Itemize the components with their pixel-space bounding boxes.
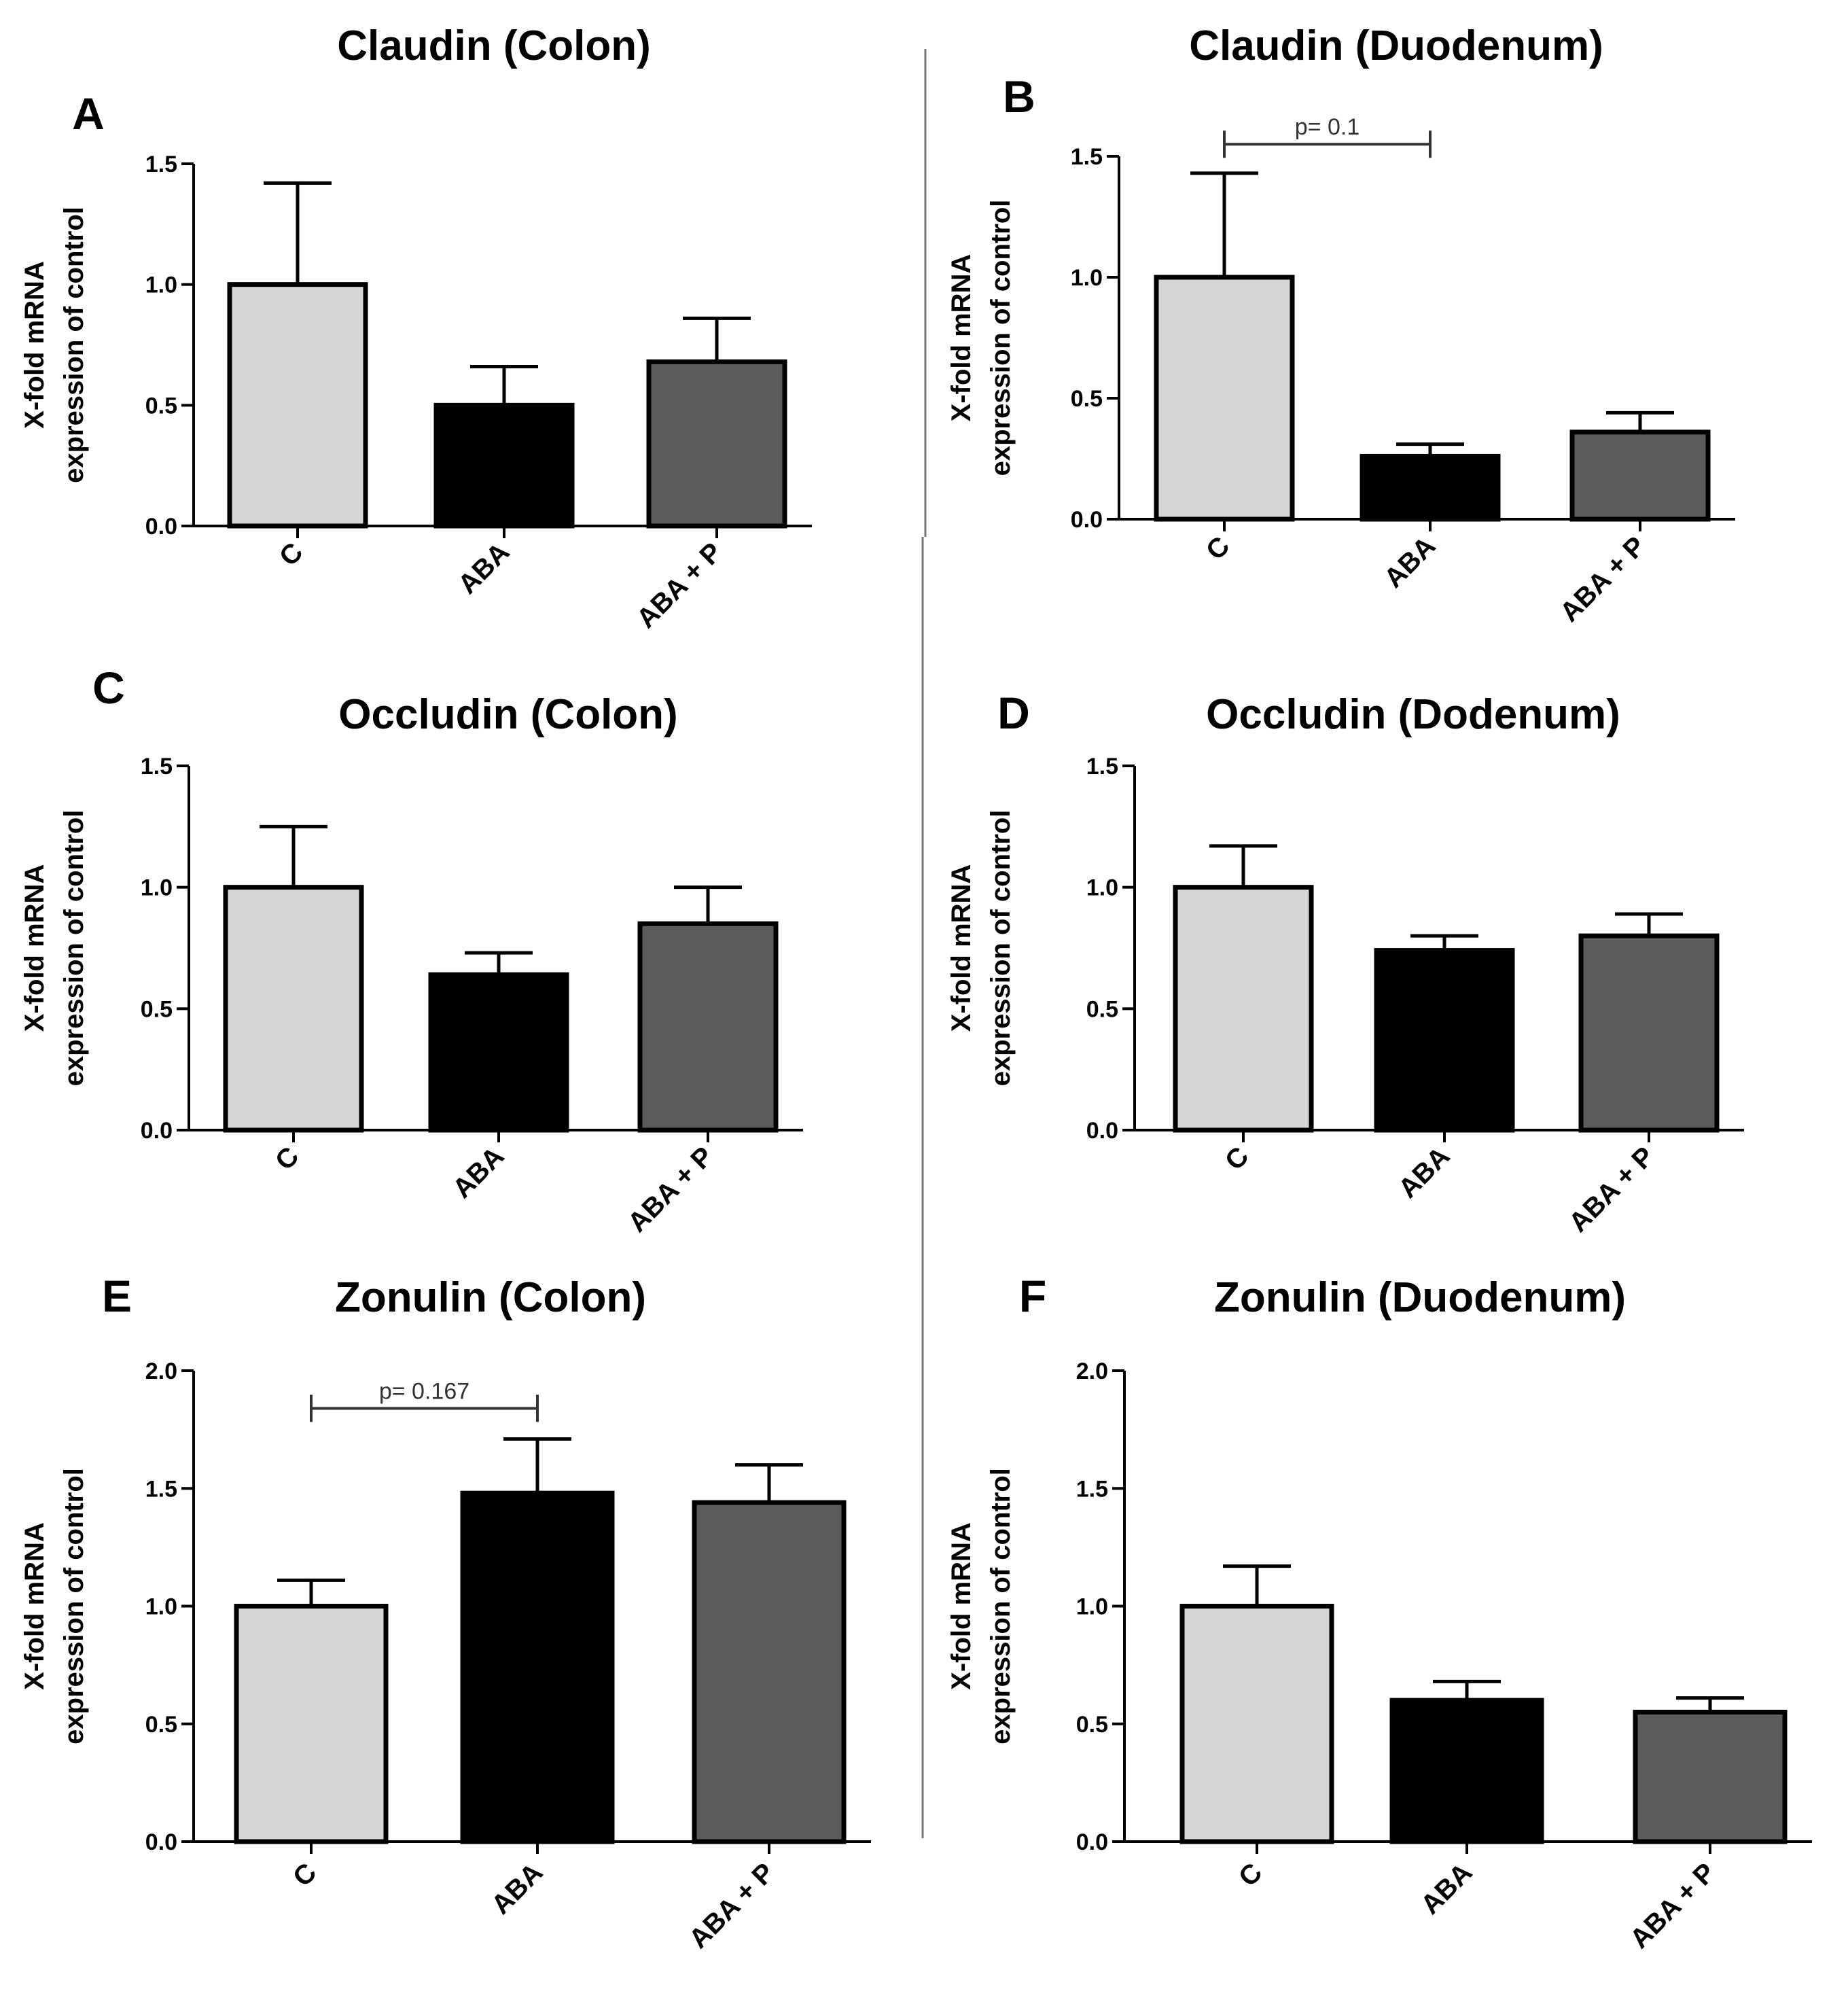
panel-f-letter: F [1019, 1271, 1046, 1321]
panel-e-xtick-label-c: C [287, 1857, 323, 1893]
panel-f-ytick-label: 1.5 [1076, 1476, 1108, 1502]
panel-e-ylabel-line1: X-fold mRNA [20, 1522, 50, 1690]
panel-a-bar-aba-p [646, 359, 787, 529]
panel-f-title: Zonulin (Duodenum) [1214, 1274, 1626, 1321]
panel-e-xtick-label-aba-p: ABA + P [683, 1857, 780, 1954]
panel-f-bar-c [1179, 1604, 1334, 1844]
panel-c-bar-c [223, 885, 364, 1133]
panel-d-ylabel-line2: expression of control [986, 810, 1016, 1087]
panel-c-ytick-label: 0.5 [141, 996, 173, 1022]
panel-a-xtick-label-c: C [274, 537, 309, 572]
panel-a-ytick-label: 0.0 [145, 514, 177, 540]
panel-e: Zonulin (Colon) E X-fold mRNA expression of… [20, 1271, 871, 1954]
panel-f-ytick-label: 1.0 [1076, 1594, 1108, 1620]
panel-e-ytick-label: 1.5 [145, 1476, 177, 1502]
panel-f-xtick-label-aba: ABA [1415, 1857, 1478, 1920]
panel-a-title: Claudin (Colon) [337, 22, 650, 69]
panel-b-ytick-label: 1.0 [1071, 265, 1103, 291]
panel-b: Claudin (Duodenum) B X-fold mRNA expression… [946, 22, 1735, 628]
panel-e-ytick-label: 0.5 [145, 1712, 177, 1738]
panel-d-ytick-label: 1.0 [1086, 875, 1118, 901]
panel-d-bar-aba [1374, 948, 1515, 1133]
panel-c-ytick-label: 1.5 [141, 754, 173, 779]
panel-a: Claudin (Colon) A X-fold mRNA expression of… [20, 22, 812, 634]
panel-a-ytick-label: 1.0 [145, 273, 177, 298]
panel-d-ytick-label: 1.5 [1086, 754, 1118, 779]
panel-a-ylabel-line1: X-fold mRNA [20, 261, 50, 429]
panel-c: Occludin (Colon) C X-fold mRNA expression o… [20, 663, 803, 1238]
panel-d-xtick-label-aba-p: ABA + P [1563, 1141, 1660, 1237]
panel-d-ytick-label: 0.0 [1086, 1118, 1118, 1144]
panel-e-bar-aba [460, 1490, 615, 1844]
panel-a-bar-aba [433, 402, 575, 529]
panel-f-ylabel-line2: expression of control [986, 1468, 1016, 1744]
panel-b-bar-c [1154, 275, 1295, 522]
panel-c-bar-aba-p [637, 921, 779, 1133]
panel-e-ytick-label: 2.0 [145, 1358, 177, 1384]
panel-b-ytick-label: 0.5 [1071, 386, 1103, 412]
panel-f: Zonulin (Duodenum) F X-fold mRNA expression… [946, 1271, 1812, 1954]
panel-b-sig-label: p= 0.1 [1295, 114, 1360, 140]
panel-d: Occludin (Dodenum) D X-fold mRNA expression… [946, 688, 1744, 1238]
panel-c-ytick-label: 0.0 [141, 1118, 173, 1144]
panel-b-xtick-label-c: C [1201, 531, 1236, 566]
panel-f-ytick-label: 2.0 [1076, 1358, 1108, 1384]
panel-d-xtick-label-aba: ABA [1393, 1141, 1455, 1204]
panel-e-bar-aba-p [692, 1500, 847, 1844]
panel-e-title: Zonulin (Colon) [335, 1274, 646, 1321]
panel-f-bar-aba-p [1633, 1709, 1788, 1844]
panel-c-xtick-label-c: C [270, 1141, 305, 1176]
panel-d-title: Occludin (Dodenum) [1206, 691, 1620, 738]
panel-b-bar-aba-p [1569, 429, 1711, 522]
panel-e-ytick-label: 1.0 [145, 1594, 177, 1620]
panel-d-ylabel-line1: X-fold mRNA [946, 864, 976, 1032]
panel-b-xtick-label-aba-p: ABA + P [1554, 531, 1651, 627]
panel-c-xtick-label-aba-p: ABA + P [622, 1141, 719, 1237]
panel-c-ylabel-line1: X-fold mRNA [20, 864, 50, 1032]
panel-d-bar-c [1173, 885, 1314, 1133]
panel-d-ytick-label: 0.5 [1086, 996, 1118, 1022]
panel-c-title: Occludin (Colon) [338, 691, 677, 738]
panel-d-letter: D [997, 688, 1030, 738]
panel-e-ylabel-line2: expression of control [59, 1468, 89, 1744]
panel-c-ylabel-line2: expression of control [59, 810, 89, 1087]
panel-b-xtick-label-aba: ABA [1379, 531, 1441, 593]
panel-f-xtick-label-aba-p: ABA + P [1624, 1857, 1721, 1954]
panel-f-bar-aba [1389, 1698, 1544, 1844]
panel-e-xtick-label-aba: ABA [486, 1857, 548, 1920]
panel-b-ytick-label: 0.0 [1071, 507, 1103, 533]
panel-e-sig-label: p= 0.167 [379, 1378, 469, 1404]
panel-f-ytick-label: 0.5 [1076, 1712, 1108, 1738]
panel-b-bar-aba [1360, 453, 1501, 522]
panel-f-ylabel-line1: X-fold mRNA [946, 1522, 976, 1690]
panel-b-ytick-label: 1.5 [1071, 144, 1103, 170]
panel-c-xtick-label-aba: ABA [447, 1141, 510, 1204]
panel-d-bar-aba-p [1578, 933, 1720, 1133]
panel-e-bar-c [234, 1604, 389, 1844]
panel-b-title: Claudin (Duodenum) [1189, 22, 1603, 69]
panel-a-ytick-label: 1.5 [145, 152, 177, 177]
panel-a-ytick-label: 0.5 [145, 393, 177, 419]
panel-c-letter: C [92, 663, 125, 713]
panel-c-ytick-label: 1.0 [141, 875, 173, 901]
panel-a-ylabel-line2: expression of control [59, 207, 89, 483]
panel-a-bar-c [227, 282, 368, 529]
panel-a-xtick-label-aba-p: ABA + P [631, 537, 728, 633]
panel-e-ytick-label: 0.0 [145, 1829, 177, 1855]
panel-d-xtick-label-c: C [1220, 1141, 1255, 1176]
panel-b-ylabel-line1: X-fold mRNA [946, 254, 976, 422]
panel-b-letter: B [1003, 71, 1035, 122]
panel-f-xtick-label-c: C [1233, 1857, 1268, 1893]
panel-f-ytick-label: 0.0 [1076, 1829, 1108, 1855]
panel-a-letter: A [72, 88, 105, 139]
panel-b-ylabel-line2: expression of control [986, 200, 1016, 476]
panel-c-bar-aba [428, 972, 569, 1133]
panel-a-xtick-label-aba: ABA [452, 537, 515, 599]
panel-e-letter: E [102, 1271, 132, 1321]
